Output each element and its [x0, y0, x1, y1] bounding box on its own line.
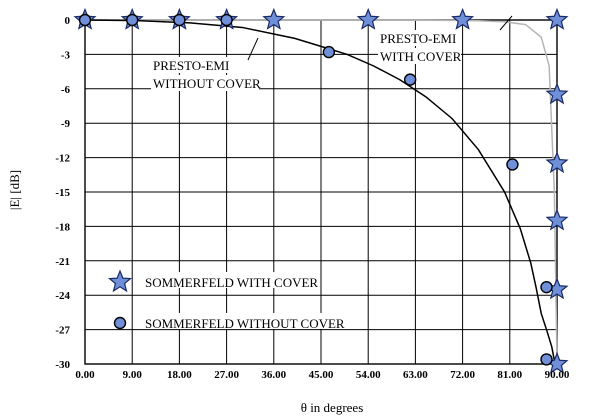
- y-tick-label: -6: [61, 84, 71, 96]
- y-axis-title: |E| [dB]: [7, 170, 22, 210]
- annotation-label: PRESTO-EMI: [153, 58, 229, 73]
- circle-marker: [540, 280, 553, 294]
- y-tick-label: -12: [55, 153, 70, 165]
- annotation-backdrop: [378, 30, 461, 46]
- star-marker: [451, 7, 475, 30]
- annotation-backdrop: [151, 57, 234, 73]
- star-marker: [356, 7, 380, 30]
- circle-marker: [322, 45, 336, 59]
- annotation-backdrop: [151, 75, 259, 91]
- y-tick-label: -21: [55, 256, 70, 268]
- legend-label: SOMMERFELD WITHOUT COVER: [145, 316, 345, 331]
- x-tick-label: 36.00: [261, 369, 286, 381]
- circle-marker: [173, 13, 186, 27]
- x-tick-label: 45.00: [309, 369, 334, 381]
- series-layer: [73, 7, 569, 374]
- circle-marker: [506, 158, 519, 171]
- x-tick-label: 72.00: [450, 369, 475, 381]
- circle-marker: [403, 73, 417, 86]
- x-tick-label: 27.00: [214, 369, 239, 381]
- annotation-label: PRESTO-EMI: [380, 31, 456, 46]
- x-tick-label: 81.00: [497, 369, 522, 381]
- circle-marker: [78, 13, 92, 27]
- y-tick-label: 0: [65, 15, 71, 27]
- x-tick-label: 54.00: [356, 369, 381, 381]
- star-marker: [545, 208, 569, 231]
- annotation-layer: PRESTO-EMI WITHOUT COVER PRESTO-EMI WITH CO…: [151, 15, 513, 91]
- ticks-layer: 0.00 9.00 18.00 27.00 36.00 45.00 54.00 63.00 72…: [55, 15, 570, 381]
- annotation-leader: [247, 37, 259, 61]
- x-tick-label: 0.00: [75, 369, 95, 381]
- star-marker: [545, 82, 569, 105]
- legend-label: SOMMERFELD WITH COVER: [145, 275, 318, 290]
- star-marker: [545, 7, 569, 30]
- y-tick-label: -24: [55, 290, 70, 302]
- annotation-backdrop: [378, 48, 461, 64]
- y-tick-label: -9: [61, 118, 71, 130]
- legend-label-backdrop: [143, 313, 338, 329]
- x-tick-label: 63.00: [403, 369, 428, 381]
- star-marker: [262, 7, 286, 30]
- star-marker: [545, 151, 569, 174]
- y-tick-label: -3: [61, 49, 71, 61]
- legend-star-marker: [107, 269, 133, 293]
- annotation-leader: [499, 15, 513, 31]
- y-tick-label: -27: [55, 325, 70, 337]
- x-tick-label: 90.00: [545, 369, 570, 381]
- legend: SOMMERFELD WITH COVER SOMMERFELD WITHOUT …: [107, 269, 345, 331]
- annotation-label: WITH COVER: [380, 49, 462, 64]
- legend-circle-marker: [113, 316, 127, 330]
- y-tick-label: -15: [55, 187, 70, 199]
- x-tick-label: 18.00: [167, 369, 192, 381]
- annotation-label: WITHOUT COVER: [153, 76, 261, 91]
- y-tick-label: -18: [55, 221, 70, 233]
- legend-label-backdrop: [143, 272, 314, 288]
- x-tick-label: 9.00: [123, 369, 143, 381]
- x-axis-title: θ in degrees: [301, 400, 364, 415]
- series-line-presto-emi-without-cover: [84, 19, 556, 361]
- circle-marker: [220, 13, 233, 27]
- circle-marker: [540, 353, 553, 366]
- circle-marker: [125, 13, 139, 27]
- y-tick-label: -30: [55, 359, 70, 371]
